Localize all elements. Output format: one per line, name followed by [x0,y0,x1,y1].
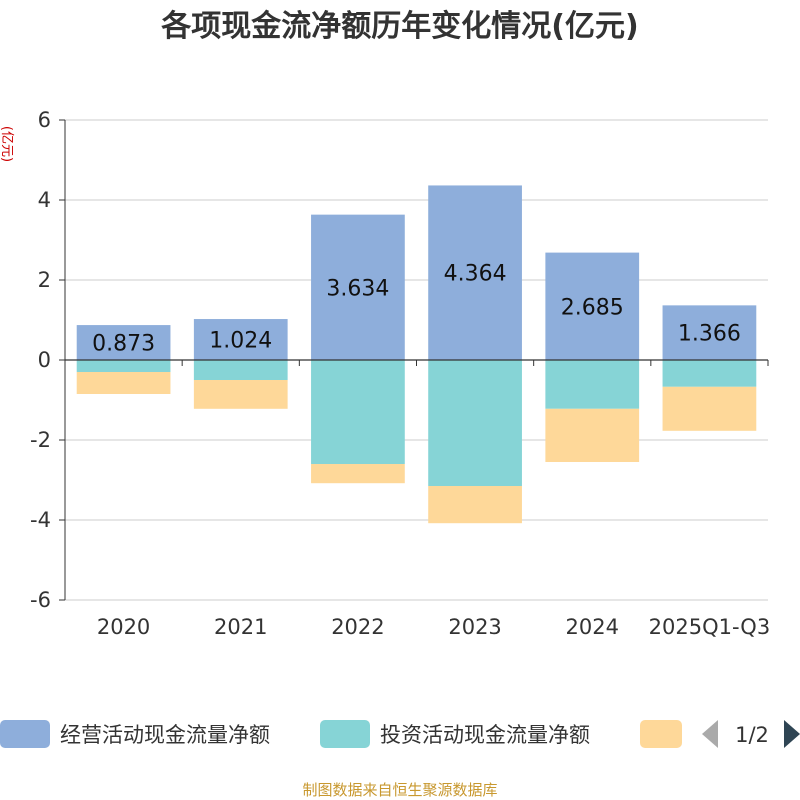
x-tick-label: 2024 [566,615,619,639]
legend-next-page-icon[interactable] [784,720,800,748]
legend-label-operating[interactable]: 经营活动现金流量净额 [60,723,270,747]
bar-2021-series-2 [193,380,288,409]
source-note: 制图数据来自恒生聚源数据库 [302,781,497,799]
x-tick-label: 2025Q1-Q3 [649,615,771,639]
data-label: 0.873 [92,332,155,357]
bar-2022-series-0 [311,214,405,360]
bar-2025Q1-Q3-series-2 [662,386,757,431]
data-label: 3.634 [326,276,389,301]
bar-2023-series-1 [428,360,522,486]
bar-2022-series-2 [311,464,405,484]
bar-2021-series-1 [193,360,288,380]
x-tick-label: 2023 [448,615,501,639]
legend-page-indicator: 1/2 [735,723,769,747]
bar-2022-series-1 [311,360,405,464]
y-tick-label: -6 [30,588,51,612]
bar-2020-series-0 [76,325,171,360]
legend-swatch-financing[interactable] [640,720,682,748]
x-tick-label: 2021 [214,615,267,639]
y-tick-label: 4 [38,188,51,212]
axes [59,119,769,601]
y-tick-label: 2 [38,268,51,292]
legend-prev-page-icon[interactable] [702,720,718,748]
bar-2024-series-2 [545,408,640,462]
y-tick-label: -2 [30,428,51,452]
data-labels: 0.873 1.024 3.634 4.364 2.685 1.366 [92,262,741,357]
legend: 经营活动现金流量净额 投资活动现金流量净额 1/2 [0,720,800,748]
chart-title: 各项现金流净额历年变化情况(亿元) [160,9,638,44]
data-label: 1.366 [678,322,741,347]
bar-2021-series-0 [193,319,288,360]
bar-2025Q1-Q3-series-0 [662,305,757,360]
bar-2020-series-2 [76,372,171,394]
bar-2020-series-1 [76,360,171,372]
data-label: 4.364 [444,262,507,287]
tick-labels: -6 -4 -2 0 2 4 6 2020 2021 2022 2023 2024 2025Q1-Q3 [30,108,770,639]
y-tick-label: 0 [38,348,51,372]
bar-2023-series-0 [428,185,522,360]
bar-2025Q1-Q3-series-1 [662,360,757,387]
x-tick-label: 2020 [97,615,150,639]
bar-2023-series-2 [428,486,522,524]
legend-swatch-operating[interactable] [0,720,50,748]
gridlines [65,119,768,601]
y-tick-label: 6 [38,108,51,132]
legend-label-investing[interactable]: 投资活动现金流量净额 [380,723,590,747]
data-label: 1.024 [209,329,272,354]
legend-swatch-investing[interactable] [320,720,370,748]
data-label: 2.685 [561,295,624,320]
x-tick-label: 2022 [331,615,384,639]
bar-2024-series-0 [545,252,640,360]
bars [76,185,757,524]
y-axis-unit-label: (亿元) [0,126,14,162]
y-tick-label: -4 [30,508,51,532]
bar-2024-series-1 [545,360,640,409]
